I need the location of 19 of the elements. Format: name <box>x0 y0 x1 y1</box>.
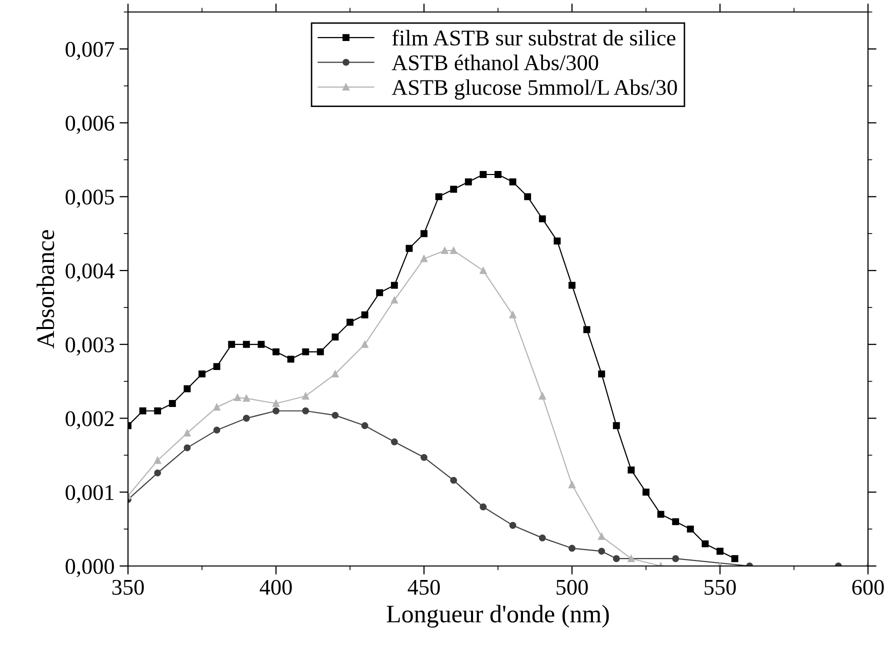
y-tick-label: 0,001 <box>66 485 114 504</box>
y-tick-label: 0,000 <box>66 558 114 578</box>
y-tick-label: 0,002 <box>66 411 114 430</box>
legend-label: film ASTB sur substrat de silice <box>392 30 676 46</box>
x-tick-label: 550 <box>704 580 736 595</box>
x-tick-label: 450 <box>408 580 440 595</box>
y-tick-label: 0,007 <box>66 42 114 60</box>
y-tick-label: 0,003 <box>66 337 114 356</box>
x-tick-label: 600 <box>852 580 884 595</box>
y-axis-title: Absorbance <box>36 230 54 348</box>
x-tick-label: 400 <box>260 580 292 595</box>
y-tick-label: 0,006 <box>66 116 114 134</box>
x-axis-title: Longueur d'onde (nm) <box>386 604 609 628</box>
legend-label: ASTB glucose 5mmol/L Abs/30 <box>392 79 677 100</box>
x-tick-label: 500 <box>556 580 588 595</box>
y-tick-label: 0,004 <box>66 263 114 282</box>
legend-label: ASTB éthanol Abs/300 <box>392 54 598 70</box>
x-tick-label: 350 <box>112 580 144 595</box>
y-tick-label: 0,005 <box>66 190 114 208</box>
